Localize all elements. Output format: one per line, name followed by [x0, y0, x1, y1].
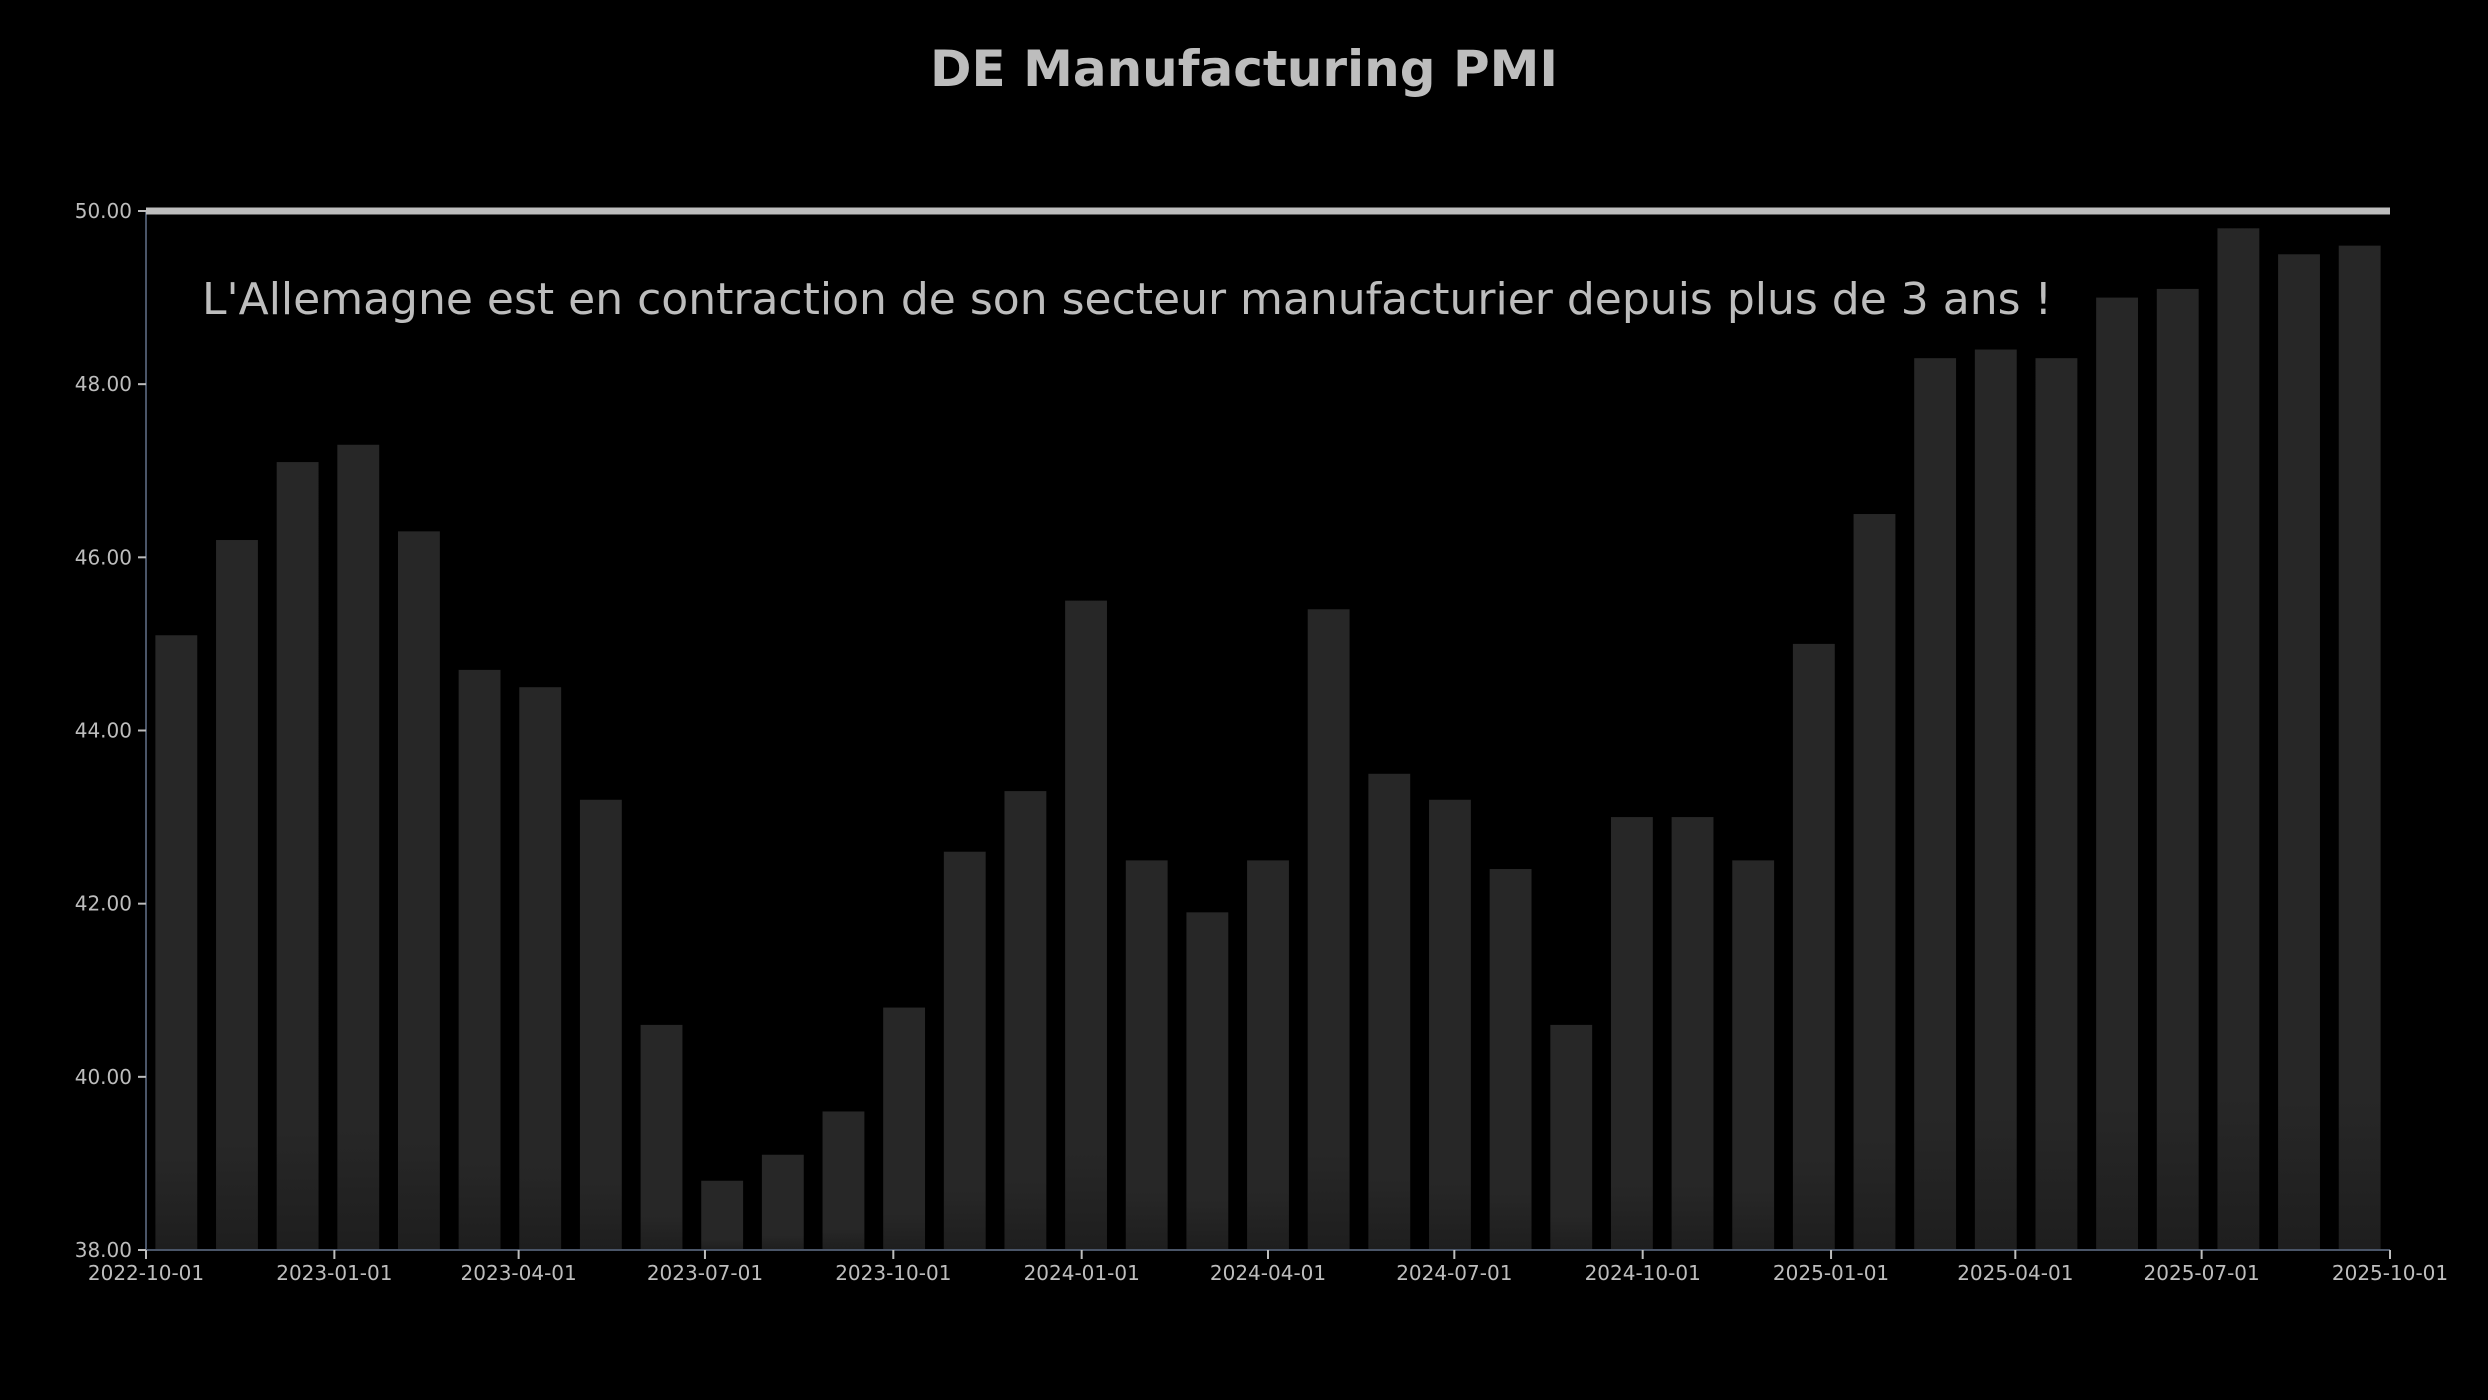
x-tick-label: 2025-07-01 [2144, 1261, 2260, 1285]
bar-2025-10 [2338, 245, 2381, 1251]
bar-2024-11 [1671, 817, 1714, 1250]
x-tick-label: 2023-07-01 [647, 1261, 763, 1285]
x-tick-label: 2025-04-01 [1957, 1261, 2073, 1285]
bar-2025-07 [2156, 288, 2199, 1250]
bar-2024-04 [1247, 860, 1289, 1250]
x-tick-label: 2024-10-01 [1585, 1261, 1701, 1285]
bar-2024-10 [1610, 817, 1653, 1250]
y-tick-label: 42.00 [75, 892, 132, 916]
bar-2024-01 [1065, 600, 1107, 1250]
bar-2025-05 [2035, 358, 2078, 1251]
bar-2024-12 [1732, 860, 1775, 1250]
bar-2025-03 [1914, 358, 1957, 1251]
annotation-text: L'Allemagne est en contraction de son se… [202, 274, 2052, 325]
bar-2024-03 [1186, 912, 1229, 1250]
bar-2023-10 [883, 1007, 926, 1250]
bar-2024-07 [1429, 799, 1471, 1250]
bars [155, 228, 2381, 1251]
bar-2023-06 [640, 1024, 683, 1250]
x-tick-label: 2024-01-01 [1024, 1261, 1140, 1285]
bar-2024-06 [1368, 773, 1411, 1250]
x-tick-label: 2023-10-01 [835, 1261, 951, 1285]
bar-2023-03 [458, 669, 501, 1250]
y-tick-label: 44.00 [75, 719, 132, 743]
bar-2025-01 [1792, 643, 1835, 1250]
bar-2022-11 [216, 540, 258, 1250]
x-tick-label: 2024-07-01 [1396, 1261, 1512, 1285]
y-tick-label: 50.00 [75, 199, 132, 223]
y-tick-label: 46.00 [75, 545, 132, 569]
bar-2025-06 [2096, 297, 2139, 1250]
bar-2023-11 [943, 851, 986, 1250]
x-tick-label: 2023-01-01 [276, 1261, 392, 1285]
bar-2024-08 [1489, 869, 1532, 1250]
chart-title: DE Manufacturing PMI [930, 40, 1558, 98]
bar-2023-09 [822, 1111, 865, 1250]
bar-2025-02 [1853, 514, 1896, 1250]
bar-2022-10 [155, 635, 198, 1250]
bar-2024-05 [1307, 609, 1350, 1250]
y-tick-label: 48.00 [75, 372, 132, 396]
bar-2025-04 [1974, 349, 2017, 1250]
bar-2022-12 [276, 462, 319, 1250]
x-tick-label: 2024-04-01 [1210, 1261, 1326, 1285]
bar-2023-07 [701, 1180, 744, 1250]
bar-2025-08 [2217, 228, 2260, 1251]
y-tick-label: 38.00 [75, 1238, 132, 1262]
x-tick-label: 2023-04-01 [461, 1261, 577, 1285]
bar-2025-09 [2278, 254, 2320, 1250]
bar-2023-12 [1004, 791, 1047, 1250]
x-tick-label: 2022-10-01 [88, 1261, 204, 1285]
y-tick-label: 40.00 [75, 1065, 132, 1089]
x-tick-label: 2025-10-01 [2332, 1261, 2448, 1285]
bar-2024-02 [1125, 860, 1168, 1250]
bar-2023-04 [519, 687, 562, 1250]
x-tick-label: 2025-01-01 [1773, 1261, 1889, 1285]
bar-2023-05 [579, 799, 622, 1250]
bar-2024-09 [1550, 1024, 1593, 1250]
bar-2023-02 [397, 531, 440, 1250]
bar-2023-08 [761, 1154, 804, 1250]
x-axis-ticks: 2022-10-01 2023-01-01 2023-04-01 2023-07-01… [88, 1250, 2448, 1285]
y-axis-ticks: 38.00 40.00 42.00 44.00 46.00 48.00 50.00 [75, 199, 146, 1262]
bar-2023-01 [337, 444, 380, 1250]
